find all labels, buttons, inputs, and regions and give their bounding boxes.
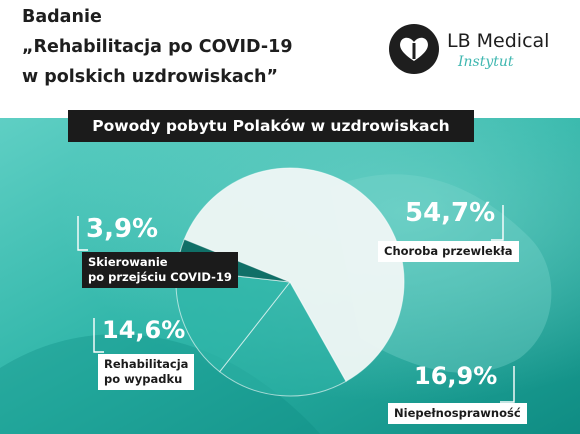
label-covid-line-2: po przejściu COVID-19 bbox=[88, 270, 232, 284]
logo-name: LB Medical bbox=[447, 30, 550, 52]
label-wypadek-line-2: po wypadku bbox=[104, 372, 183, 386]
title-line-1: Badanie bbox=[22, 7, 102, 27]
header: Badanie „Rehabilitacja po COVID-19 w pol… bbox=[0, 0, 580, 118]
label-wypadek-line-1: Rehabilitacja bbox=[104, 357, 189, 371]
title-line-3: w polskich uzdrowiskach” bbox=[22, 67, 278, 87]
pct-covid: 3,9% bbox=[86, 214, 159, 244]
pct-wypadek: 14,6% bbox=[102, 316, 186, 344]
pct-niepelno: 16,9% bbox=[414, 362, 498, 390]
label-niepelno-line-1: Niepełnosprawność bbox=[394, 406, 521, 420]
label-covid-line-1: Skierowanie bbox=[88, 255, 168, 269]
lb-medical-logo-icon bbox=[389, 24, 439, 74]
logo-subtitle: Instytut bbox=[458, 54, 514, 70]
label-wypadek: Rehabilitacja po wypadku bbox=[98, 354, 195, 390]
pct-przewlekla: 54,7% bbox=[405, 198, 496, 228]
title-line-2: „Rehabilitacja po COVID-19 bbox=[22, 37, 293, 57]
label-niepelno: Niepełnosprawność bbox=[388, 403, 527, 424]
label-przewlekla-line-1: Choroba przewlekła bbox=[384, 244, 513, 258]
label-przewlekla: Choroba przewlekła bbox=[378, 241, 519, 262]
label-covid: Skierowanie po przejściu COVID-19 bbox=[82, 252, 238, 288]
chart-title: Powody pobytu Polaków w uzdrowiskach bbox=[68, 110, 474, 142]
